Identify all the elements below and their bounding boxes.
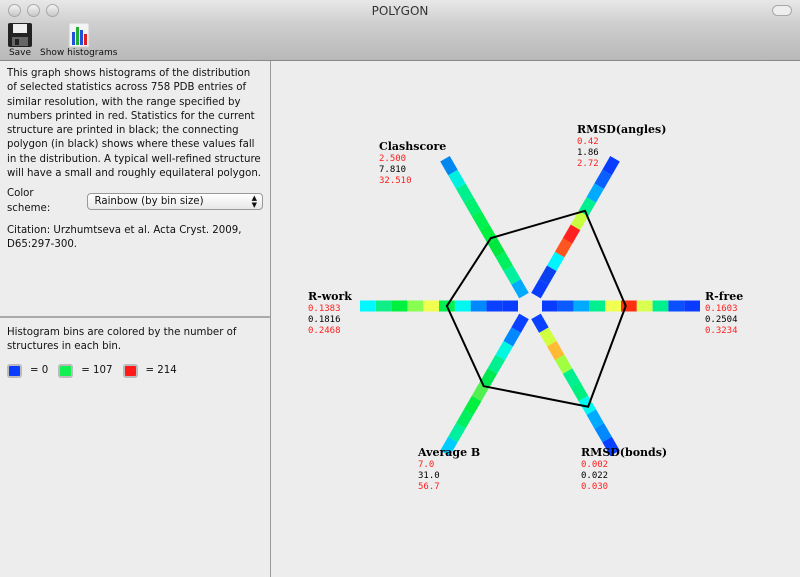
histogram-bin: [487, 354, 506, 374]
legend-swatch[interactable]: [7, 363, 22, 378]
histogram-bin: [570, 210, 589, 230]
axis-label: R-free: [705, 290, 743, 303]
axis-max-value: 0.3234: [705, 326, 738, 336]
minimize-button[interactable]: [27, 4, 40, 17]
legend-swatch[interactable]: [122, 363, 138, 378]
histogram-bin: [440, 156, 458, 176]
axis-label: Average B: [417, 446, 480, 459]
window-title: POLYGON: [371, 4, 429, 18]
histogram-bin: [495, 251, 513, 271]
axis-max-value: 32.510: [379, 176, 412, 186]
citation-text: Citation: Urzhumtseva et al. Acta Cryst.…: [7, 224, 242, 251]
histogram-bin: [448, 169, 466, 189]
histogram-bin: [539, 265, 557, 285]
histogram-bin: [594, 423, 612, 443]
color-scheme-label: Color scheme:: [7, 188, 51, 214]
axis-label: RMSD(angles): [577, 123, 666, 136]
histogram-bin: [456, 409, 474, 429]
axis-min-value: 7.0: [418, 460, 434, 470]
histogram-bin: [539, 327, 557, 347]
title-bar: POLYGON: [0, 0, 800, 22]
axis-min-value: 2.500: [379, 154, 406, 164]
histogram-bin: [487, 238, 506, 258]
axis-current-value: 31.0: [418, 471, 440, 481]
axis-max-value: 2.72: [577, 159, 599, 169]
axis-current-value: 7.810: [379, 165, 406, 175]
histogram-bin: [531, 313, 549, 333]
color-scheme-select[interactable]: Rainbow (by bin size) ▲ ▼: [87, 193, 263, 211]
histogram-bin: [586, 409, 604, 429]
histogram-bin: [554, 354, 573, 374]
legend-text: Histogram bins are colored by the number…: [7, 327, 237, 353]
legend-swatch[interactable]: [58, 363, 74, 378]
histogram-bin: [562, 224, 581, 244]
updown-arrow-icon: ▲ ▼: [251, 194, 257, 210]
legend-swatch-label: = 107: [81, 364, 113, 376]
histogram-bin: [440, 436, 458, 456]
axis-max-value: 56.7: [418, 482, 440, 492]
histogram-bin: [511, 279, 529, 299]
axis-current-value: 0.2504: [705, 315, 738, 325]
legend-swatch-label: = 0: [30, 364, 49, 376]
axis-max-value: 0.030: [581, 482, 608, 492]
description-text: This graph shows histograms of the distr…: [7, 68, 262, 180]
structure-polygon: [445, 209, 627, 408]
axis-current-value: 1.86: [577, 148, 599, 158]
legend-swatch-label: = 214: [145, 364, 177, 376]
histogram-bin: [463, 395, 482, 415]
bar-chart-icon: [68, 22, 90, 48]
color-legend: = 0 = 107 = 214: [7, 363, 263, 378]
histogram-bin: [448, 423, 466, 443]
info-panel: This graph shows histograms of the distr…: [0, 61, 271, 577]
axis-min-value: 0.42: [577, 137, 599, 147]
axis-min-value: 0.1603: [705, 304, 738, 314]
histogram-bin: [495, 341, 513, 361]
floppy-disk-icon: [8, 23, 32, 47]
histogram-bin: [602, 436, 620, 456]
histogram-bin: [562, 368, 581, 388]
histogram-bin: [471, 210, 490, 230]
maximize-button[interactable]: [46, 4, 59, 17]
histogram-bin: [554, 238, 573, 258]
histogram-bin: [547, 251, 565, 271]
toolbar: Save Show histograms: [0, 22, 800, 61]
axis-max-value: 0.2468: [308, 326, 341, 336]
histogram-bin: [531, 279, 549, 299]
toolbar-toggle-button[interactable]: [772, 5, 792, 16]
histogram-bin: [578, 395, 597, 415]
show-histograms-button[interactable]: Show histograms: [40, 22, 117, 58]
close-button[interactable]: [8, 4, 21, 17]
histogram-bin: [503, 327, 521, 347]
axis-min-value: 0.002: [581, 460, 608, 470]
axis-current-value: 0.022: [581, 471, 608, 481]
histogram-bin: [503, 265, 521, 285]
histogram-bin: [547, 341, 565, 361]
histogram-bin: [511, 313, 529, 333]
histogram-bin: [570, 382, 589, 402]
histogram-bin: [594, 169, 612, 189]
axis-min-value: 0.1383: [308, 304, 341, 314]
histogram-bin: [602, 156, 620, 176]
histogram-bin: [479, 368, 498, 388]
histogram-bin: [456, 183, 474, 203]
histogram-bin: [463, 197, 482, 217]
save-button[interactable]: Save: [6, 22, 34, 58]
axis-current-value: 0.1816: [308, 315, 341, 325]
histogram-bin: [586, 183, 604, 203]
axis-label: R-work: [308, 290, 352, 303]
axis-label: RMSD(bonds): [581, 446, 667, 459]
axis-label: Clashscore: [379, 140, 446, 153]
